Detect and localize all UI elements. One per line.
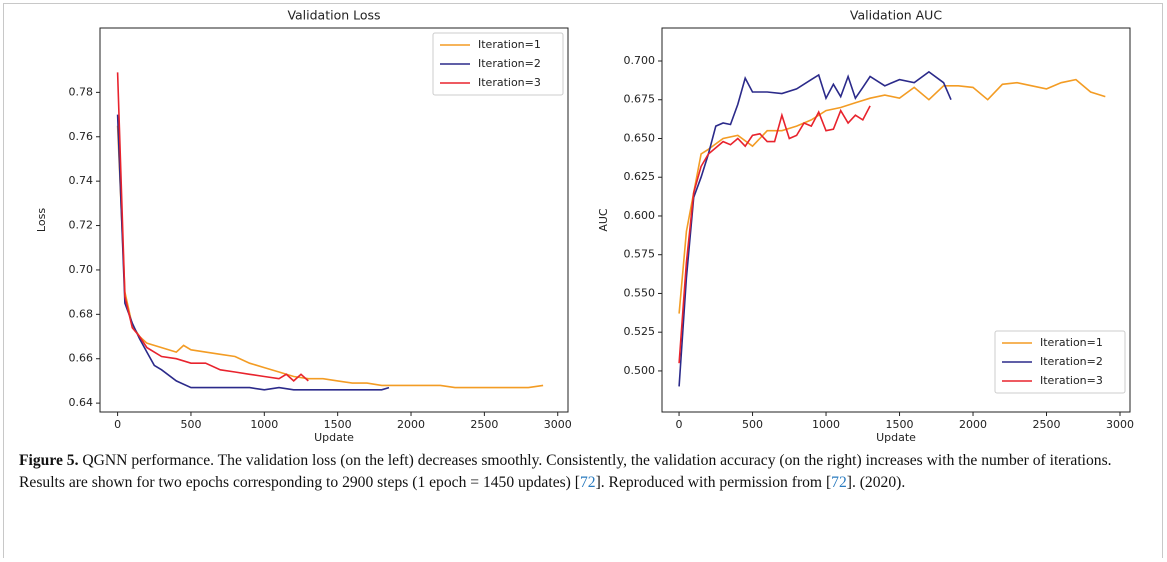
legend-label: Iteration=2 — [478, 57, 541, 70]
legend-label: Iteration=2 — [1040, 355, 1103, 368]
y-tick-label: 0.600 — [624, 209, 656, 222]
x-tick-label: 500 — [742, 418, 763, 431]
legend-label: Iteration=3 — [1040, 374, 1103, 387]
plot-frame — [661, 27, 1131, 413]
y-tick-label: 0.575 — [624, 248, 656, 261]
figure: Validation Loss Update Loss 0 500 1000 1500 200… — [35, 8, 1134, 445]
x-tick-label: 500 — [180, 418, 201, 431]
series-line — [678, 105, 871, 364]
figure-frame — [3, 3, 1163, 558]
y-tick-label: 0.70 — [69, 263, 94, 276]
y-tick-label: 0.64 — [69, 396, 94, 409]
reference[interactable]: 72 — [831, 474, 847, 491]
caption-text: QGNN performance. The validation loss (o… — [19, 452, 1112, 491]
caption: Figure 5. QGNN performance. The validati… — [19, 450, 1147, 494]
x-tick-label: 2000 — [397, 418, 425, 431]
caption-label: Figure 5. — [19, 452, 79, 469]
x-axis-label: Update — [876, 431, 916, 444]
series-line — [116, 72, 309, 382]
legend-label: Iteration=3 — [478, 76, 541, 89]
y-tick-label: 0.72 — [69, 219, 94, 232]
legend-label: Iteration=1 — [1040, 336, 1103, 349]
x-tick-label: 2000 — [959, 418, 987, 431]
x-tick-label: 1000 — [250, 418, 278, 431]
x-tick-label: 3000 — [1106, 418, 1134, 431]
x-tick-label: 1000 — [812, 418, 840, 431]
y-tick-label: 0.76 — [69, 130, 94, 143]
series-line — [678, 70, 952, 387]
x-tick-label: 2500 — [470, 418, 498, 431]
caption-text: ]. (2020). — [846, 474, 906, 491]
x-tick-label: 3000 — [544, 418, 572, 431]
caption-text: ]. Reproduced with permission from [ — [595, 474, 832, 491]
x-tick-label: 0 — [114, 418, 121, 431]
series-line — [678, 78, 1106, 314]
y-tick-label: 0.74 — [69, 174, 94, 187]
reference[interactable]: 72 — [579, 474, 596, 491]
y-tick-label: 0.550 — [624, 286, 656, 299]
plot-frame — [99, 27, 569, 413]
y-axis-label: Loss — [35, 208, 48, 232]
chart-title: Validation Loss — [287, 8, 380, 23]
y-tick-label: 0.525 — [624, 325, 656, 338]
x-axis-label: Update — [314, 431, 354, 444]
x-tick-label: 2500 — [1033, 418, 1061, 431]
y-tick-label: 0.675 — [624, 93, 656, 106]
x-tick-label: 1500 — [324, 418, 352, 431]
legend-box — [432, 32, 564, 96]
x-tick-label: 1500 — [886, 418, 914, 431]
x-tick-label: 0 — [676, 418, 683, 431]
y-axis-label: AUC — [597, 208, 610, 232]
series-line — [116, 125, 544, 389]
y-tick-label: 0.68 — [69, 307, 94, 320]
series-line — [116, 114, 390, 391]
legend-label: Iteration=1 — [478, 38, 541, 51]
y-tick-label: 0.78 — [69, 85, 94, 98]
legend-box — [994, 330, 1126, 394]
y-tick-label: 0.700 — [624, 54, 656, 67]
y-tick-label: 0.66 — [69, 352, 94, 365]
y-tick-label: 0.650 — [624, 131, 656, 144]
chart-title: Validation AUC — [850, 8, 942, 23]
y-tick-label: 0.500 — [624, 364, 656, 377]
y-tick-label: 0.625 — [624, 170, 656, 183]
